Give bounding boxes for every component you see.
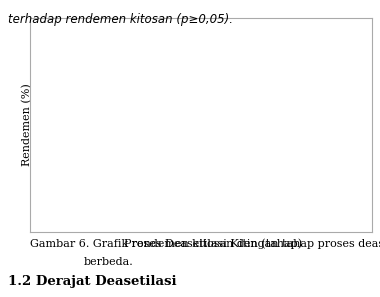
Bar [74,96,121,214]
Bar [305,109,351,214]
Text: 1.2 Derajat Deasetilasi: 1.2 Derajat Deasetilasi [8,275,176,288]
X-axis label: Proses Deasetilasi Kitin (tahap): Proses Deasetilasi Kitin (tahap) [124,238,302,249]
Text: 6,75±0,71: 6,75±0,71 [187,82,239,91]
Text: terhadap rendemen kitosan (p≥0,05).: terhadap rendemen kitosan (p≥0,05). [8,13,233,26]
Text: 6,60±2,15: 6,60±2,15 [72,85,124,94]
Text: 5,88±0,55: 5,88±0,55 [302,97,353,106]
Text: berbeda.: berbeda. [84,257,133,267]
Y-axis label: Rendemen (%): Rendemen (%) [22,83,32,166]
Text: Gambar 6. Grafik rendemen kitosan dengan tahap proses deasetilasi kitin yang: Gambar 6. Grafik rendemen kitosan dengan… [30,239,380,249]
Bar [190,94,236,214]
